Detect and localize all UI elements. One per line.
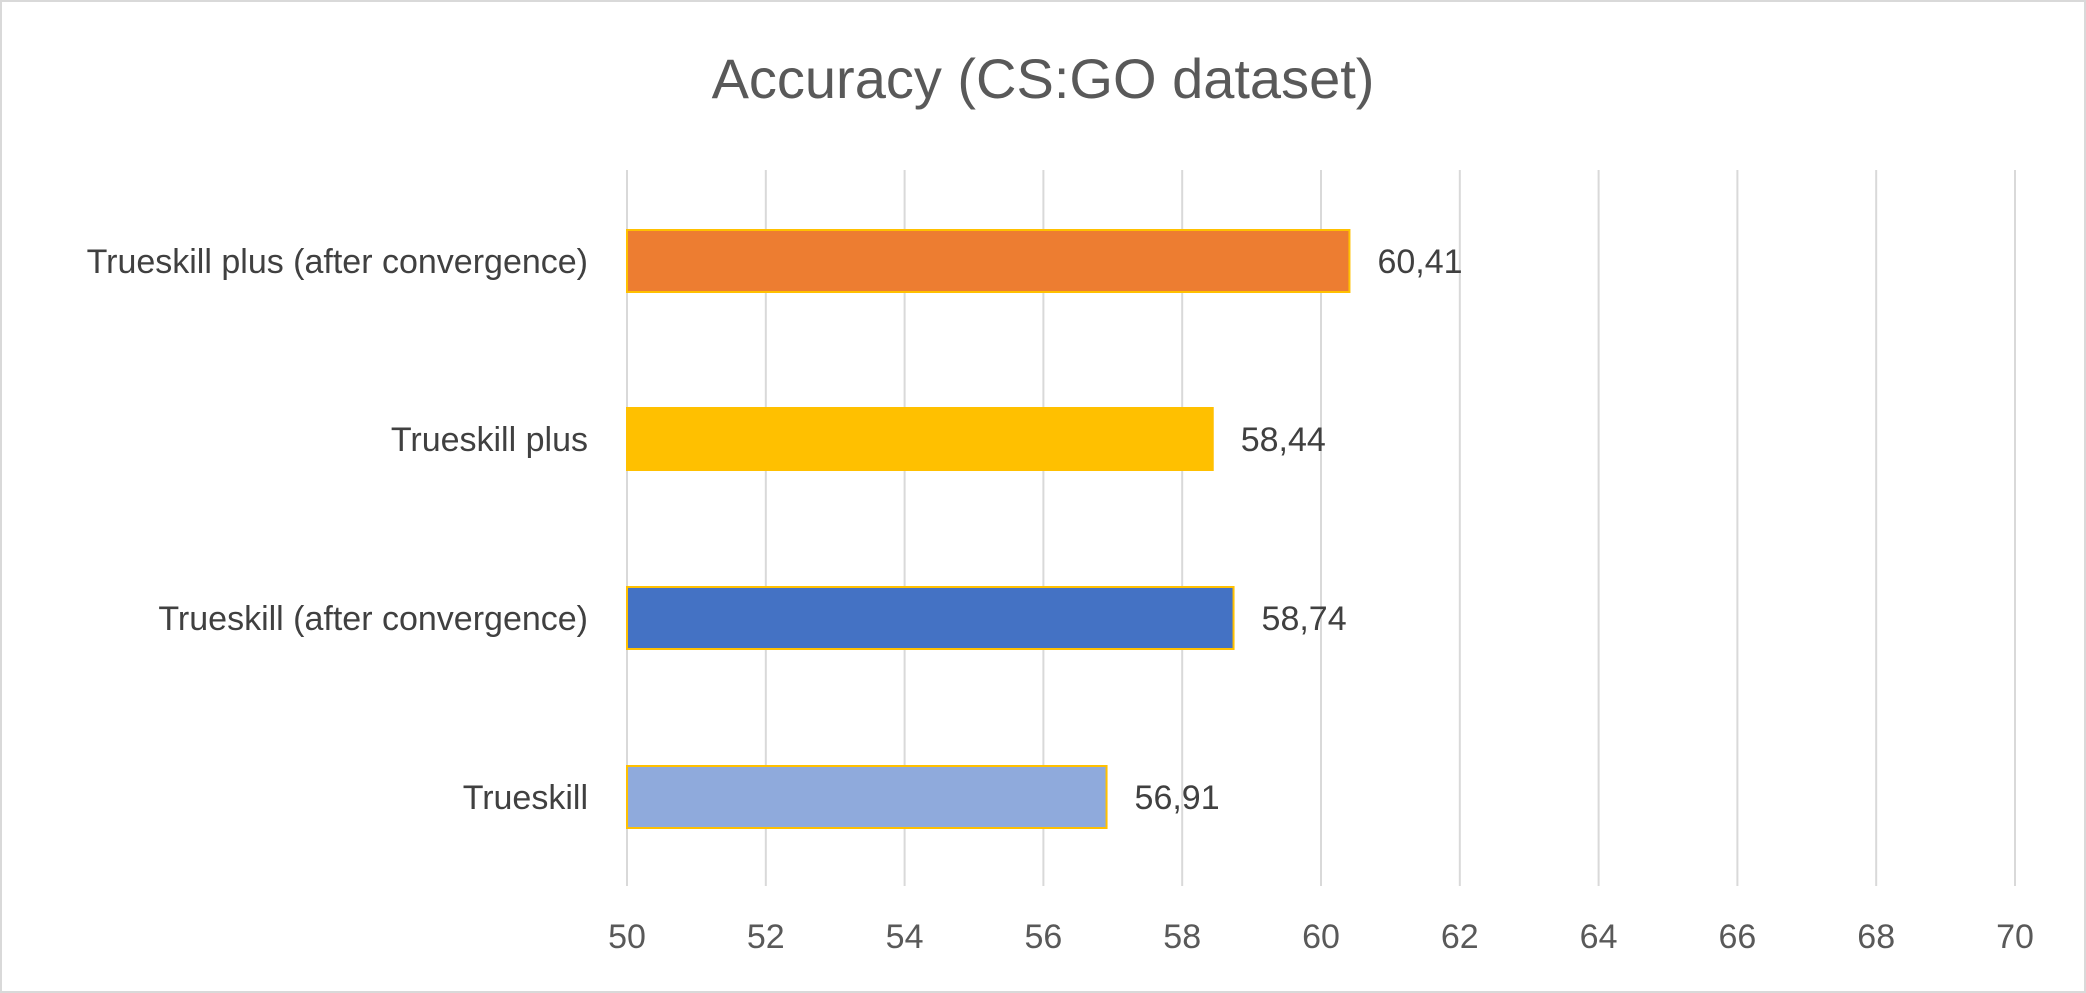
x-tick-label: 62 [1441,918,1479,956]
x-tick-label: 70 [1996,918,2034,956]
x-tick-label: 60 [1302,918,1340,956]
chart-title: Accuracy (CS:GO dataset) [711,47,1375,110]
data-label: 56,91 [1135,779,1220,817]
data-label: 58,74 [1262,600,1347,638]
x-tick-label: 50 [608,918,646,956]
x-tick-label: 64 [1580,918,1618,956]
bar-2 [626,586,1235,650]
category-label: Trueskill plus [391,421,588,459]
x-tick-label: 58 [1163,918,1201,956]
bar-1 [626,407,1214,471]
x-tick-label: 66 [1718,918,1756,956]
bar-0 [626,229,1351,293]
x-tick-label: 52 [747,918,785,956]
x-tick-label: 56 [1024,918,1062,956]
data-label: 58,44 [1241,421,1326,459]
category-label: Trueskill (after convergence) [158,600,588,638]
category-label: Trueskill [463,779,588,817]
bar-3 [626,765,1108,829]
category-label: Trueskill plus (after convergence) [87,243,588,281]
labels: 50 52 54 56 58 60 62 64 66 68 70 Trueskill plus (af… [87,243,2034,956]
x-tick-label: 54 [886,918,924,956]
bars [626,229,1351,829]
x-tick-label: 68 [1857,918,1895,956]
data-label: 60,41 [1377,243,1462,281]
